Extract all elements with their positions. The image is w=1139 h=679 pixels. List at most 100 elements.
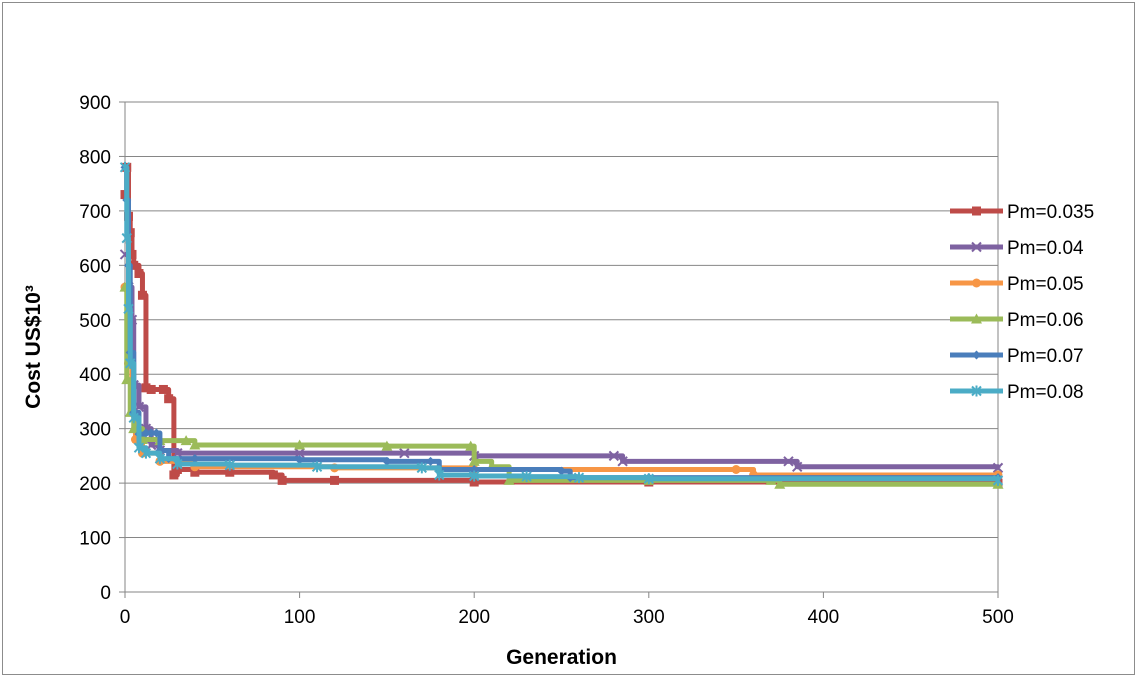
data-point — [503, 474, 515, 485]
data-point — [294, 439, 306, 450]
x-tick-label: 400 — [808, 607, 840, 628]
axes — [119, 101, 999, 598]
y-axis-title: Cost US$10³ — [22, 285, 45, 409]
data-point — [468, 455, 480, 466]
series-line — [125, 251, 1001, 470]
legend-label: Pm=0.08 — [1007, 382, 1084, 403]
legend-marker — [971, 241, 982, 253]
data-point — [426, 456, 436, 466]
data-point — [190, 467, 200, 477]
plot-area-border — [124, 101, 999, 593]
legend-item: Pm=0.08 — [950, 382, 1084, 403]
data-point — [224, 459, 235, 471]
legend-marker — [972, 206, 981, 216]
data-point — [190, 454, 200, 464]
legend-label: Pm=0.07 — [1007, 346, 1084, 367]
data-point — [468, 470, 480, 482]
data-point — [141, 428, 151, 438]
data-point — [792, 461, 803, 472]
y-tick-label: 300 — [79, 420, 111, 441]
data-point — [172, 458, 183, 470]
data-point — [330, 475, 340, 485]
legend-item: Pm=0.06 — [950, 310, 1084, 331]
data-point — [268, 470, 278, 480]
data-point — [119, 161, 131, 173]
y-tick-label: 800 — [79, 147, 111, 168]
data-point — [140, 447, 152, 459]
y-tick-label: 400 — [79, 365, 111, 386]
x-tick-label: 200 — [458, 607, 490, 628]
series-6 — [119, 161, 1004, 486]
data-point — [225, 467, 235, 477]
y-tick-label: 600 — [79, 256, 111, 277]
legend-item: Pm=0.035 — [950, 202, 1094, 223]
x-axis-title: Generation — [506, 646, 617, 669]
legend-marker — [972, 350, 981, 360]
data-point — [774, 478, 786, 489]
legend-label: Pm=0.05 — [1007, 274, 1084, 295]
data-point — [573, 472, 585, 484]
legend-item: Pm=0.05 — [950, 274, 1084, 295]
tick-labels: 0 100 200 300 400 500 600 700 800 900 0 100 200 300 40… — [79, 93, 1014, 628]
data-point — [151, 428, 161, 438]
data-point — [783, 456, 794, 467]
data-point — [154, 453, 166, 465]
x-tick-label: 100 — [284, 607, 316, 628]
series-1 — [120, 162, 1003, 488]
data-point — [146, 384, 156, 394]
legend-label: Pm=0.06 — [1007, 310, 1084, 331]
legend-label: Pm=0.04 — [1007, 238, 1084, 259]
data-point — [180, 435, 192, 446]
y-tick-label: 900 — [79, 93, 111, 114]
data-point — [133, 442, 145, 454]
legend-label: Pm=0.035 — [1007, 202, 1094, 223]
data-point — [121, 232, 132, 244]
series-line — [124, 164, 1001, 485]
data-point — [277, 475, 287, 485]
data-point — [123, 303, 134, 315]
series-3 — [120, 282, 1003, 480]
series-line — [124, 164, 1001, 482]
data-point — [992, 474, 1004, 486]
data-point — [731, 465, 741, 474]
legend-marker — [971, 313, 982, 324]
data-point — [127, 249, 137, 259]
y-tick-label: 500 — [79, 311, 111, 332]
legend-marker — [971, 385, 982, 397]
x-tick-label: 500 — [982, 607, 1014, 628]
x-tick-label: 300 — [633, 607, 665, 628]
data-point — [121, 374, 133, 385]
legend-marker — [972, 278, 981, 288]
data-point — [382, 456, 392, 466]
data-point — [164, 394, 174, 404]
x-tick-label: 0 — [120, 607, 131, 628]
series-line — [124, 164, 998, 481]
data-point — [465, 440, 477, 451]
data-point — [311, 461, 323, 473]
data-point — [189, 439, 201, 450]
data-point — [557, 466, 566, 476]
data-point — [128, 412, 139, 424]
y-tick-label: 700 — [79, 202, 111, 223]
data-point — [134, 269, 144, 278]
data-point — [141, 383, 151, 393]
data-point — [381, 440, 393, 451]
data-point — [469, 465, 479, 474]
data-point — [137, 290, 147, 300]
data-point — [617, 456, 628, 467]
data-point — [158, 384, 168, 394]
data-point — [992, 462, 1004, 474]
data-point — [295, 455, 305, 465]
y-tick-label: 200 — [79, 474, 111, 495]
data-point — [469, 477, 479, 487]
legend-item: Pm=0.04 — [950, 238, 1084, 259]
data-point — [129, 260, 139, 270]
series-lines — [119, 161, 1004, 489]
data-point — [399, 447, 410, 459]
y-tick-label: 0 — [100, 583, 111, 604]
data-point — [643, 473, 655, 485]
data-point — [416, 462, 428, 474]
data-point — [169, 470, 179, 480]
